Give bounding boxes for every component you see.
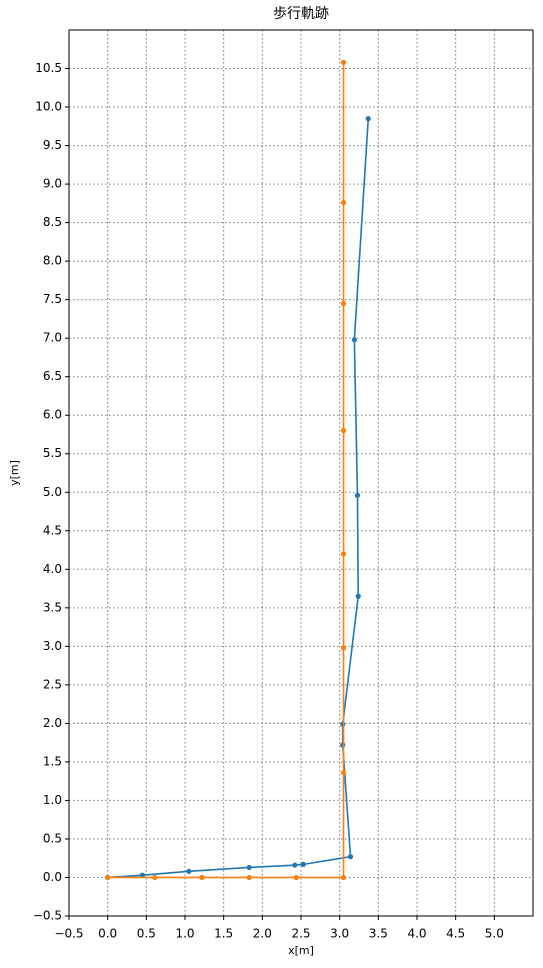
data-point	[351, 337, 357, 343]
x-tick-label: 5.0	[485, 927, 504, 941]
x-tick-label: −0.5	[54, 927, 83, 941]
y-tick-label: 2.5	[43, 677, 62, 691]
x-tick-label: 2.5	[291, 927, 310, 941]
x-tick-label: 3.0	[330, 927, 349, 941]
y-tick-label: 6.0	[43, 408, 62, 422]
data-point	[246, 864, 252, 871]
data-point	[340, 874, 347, 881]
data-point	[340, 59, 347, 65]
y-tick-label: 4.0	[43, 562, 62, 576]
x-tick-label: 4.0	[407, 927, 426, 941]
chart-title: 歩行軌跡	[273, 6, 329, 22]
data-point	[340, 199, 347, 206]
y-tick-label: 9.0	[43, 177, 62, 191]
x-axis-label: x[m]	[288, 944, 314, 957]
data-point	[246, 874, 252, 881]
data-point	[186, 868, 192, 874]
x-tick-label: 2.0	[253, 927, 272, 941]
y-tick-label: 10.5	[35, 61, 62, 75]
data-point	[340, 645, 347, 651]
data-point	[347, 854, 354, 860]
data-point	[139, 872, 146, 878]
y-tick-label: 5.0	[43, 485, 62, 499]
data-point	[355, 593, 361, 599]
x-tick-label: 0.5	[137, 927, 156, 941]
data-point	[292, 862, 298, 868]
y-tick-label: 8.5	[43, 215, 62, 229]
y-tick-label: 0.0	[43, 870, 62, 884]
x-tick-label: 4.5	[446, 927, 465, 941]
series-line	[107, 62, 345, 879]
y-tick-label: −0.5	[33, 909, 62, 923]
data-point	[365, 116, 371, 122]
y-tick-label: 5.5	[43, 446, 62, 460]
y-tick-label: 1.5	[43, 754, 62, 768]
data-point	[152, 874, 158, 881]
y-axis-label: y[m]	[8, 460, 21, 486]
x-tick-label: 0.0	[98, 927, 117, 941]
data-point	[293, 874, 299, 881]
x-tick-label: 1.0	[175, 927, 194, 941]
data-point	[105, 874, 111, 881]
plot-frame	[68, 29, 534, 917]
data-point	[199, 874, 205, 881]
y-tick-label: 6.5	[43, 369, 62, 383]
y-tick-label: 8.0	[43, 254, 62, 268]
data-point	[340, 300, 347, 307]
data-point	[354, 492, 361, 498]
y-tick-label: 9.5	[43, 138, 62, 152]
y-tick-label: 1.0	[43, 793, 62, 807]
x-tick-label: 3.5	[369, 927, 388, 941]
data-point	[300, 861, 306, 867]
x-tick-label: 1.5	[214, 927, 233, 941]
y-tick-label: 4.5	[43, 523, 62, 537]
y-tick-label: 7.0	[43, 331, 62, 345]
y-tick-label: 10.0	[35, 100, 62, 114]
data-point	[340, 770, 347, 776]
y-tick-label: 2.0	[43, 716, 62, 730]
y-tick-label: 3.5	[43, 600, 62, 614]
y-tick-label: 0.5	[43, 831, 62, 845]
y-tick-label: 3.0	[43, 639, 62, 653]
data-point	[340, 551, 347, 557]
y-tick-label: 7.5	[43, 292, 62, 306]
data-point	[340, 428, 347, 434]
